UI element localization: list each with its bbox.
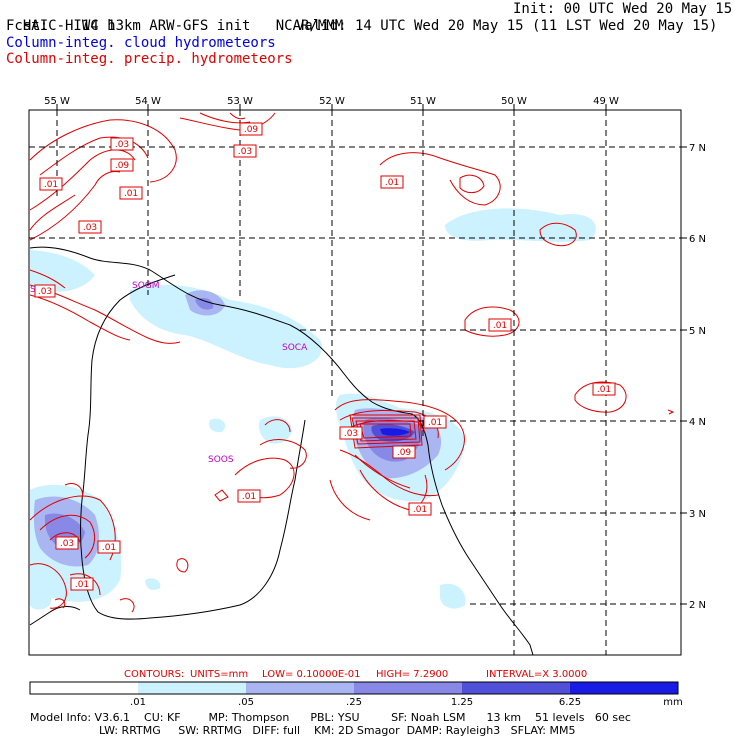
colorbar-tick: .05 — [238, 697, 254, 708]
contour-info-units: UNITS=mm — [190, 669, 248, 680]
field-cloud-label: Column-integ. cloud hydrometeors — [6, 35, 276, 51]
contour-label: .09 — [110, 158, 134, 172]
contour-label: .01 — [423, 415, 447, 429]
svg-text:.01: .01 — [102, 543, 116, 553]
colorbar-segment — [138, 682, 246, 694]
svg-text:.01: .01 — [413, 505, 427, 515]
svg-text:.01: .01 — [124, 189, 138, 199]
contour-label: .09 — [392, 445, 416, 459]
svg-text:.03: .03 — [60, 539, 74, 549]
svg-text:.01: .01 — [597, 385, 611, 395]
contour-label: .03 — [110, 137, 134, 151]
contour-label: .01 — [408, 502, 432, 516]
lat-label: 2 N — [689, 600, 706, 611]
header-init: Init: 00 UTC Wed 20 May 15 — [513, 1, 733, 17]
contour-label: .01 — [119, 186, 143, 200]
svg-text:.01: .01 — [242, 492, 256, 502]
svg-text:.09: .09 — [244, 125, 259, 135]
colorbar-segment — [30, 682, 138, 694]
model-info-line2: LW: RRTMG SW: RRTMG DIFF: full KM: 2D Sm… — [99, 724, 576, 737]
svg-text:.03: .03 — [38, 287, 52, 297]
lon-label: 49 W — [593, 96, 619, 107]
precip-contours — [29, 112, 675, 613]
colorbar-segment — [246, 682, 354, 694]
svg-text:.03: .03 — [83, 223, 97, 233]
station-label: SOCA — [282, 343, 308, 353]
model-info-line1: Model Info: V3.6.1 CU: KF MP: Thompson P… — [30, 711, 631, 724]
contour-label: .01 — [39, 177, 63, 191]
colorbar-segment — [570, 682, 678, 694]
field-precip-label: Column-integ. precip. hydrometeors — [6, 51, 293, 67]
lon-label: 53 W — [227, 96, 253, 107]
contour-label: .01 — [70, 577, 94, 591]
lon-label: 51 W — [410, 96, 436, 107]
lat-label: 4 N — [689, 417, 706, 428]
lat-label: 6 N — [689, 234, 706, 245]
colorbar-unit: mm — [663, 697, 682, 708]
contour-label: .03 — [339, 426, 363, 440]
lat-label: 3 N — [689, 509, 706, 520]
lon-label: 52 W — [319, 96, 345, 107]
colorbar-tick: .25 — [346, 697, 362, 708]
svg-text:.01: .01 — [428, 418, 442, 428]
lon-label: 50 W — [501, 96, 527, 107]
contour-label: .01 — [592, 382, 616, 396]
contour-label: .03 — [55, 536, 79, 550]
contour-label: .01 — [488, 318, 512, 332]
map-frame — [28, 109, 682, 656]
contour-info-contours: CONTOURS: — [124, 669, 184, 680]
station-label: SOGM — [132, 281, 160, 291]
lon-label: 54 W — [135, 96, 161, 107]
svg-text:.09: .09 — [115, 161, 130, 171]
contour-label: .01 — [237, 489, 261, 503]
svg-text:.01: .01 — [75, 580, 89, 590]
lon-label: 55 W — [44, 96, 70, 107]
lat-label: 7 N — [689, 143, 706, 154]
contour-labels: .03 .09 .09 .03 .01 .01 .03 .01 .01 .01 … — [34, 122, 616, 591]
lat-label: 5 N — [689, 326, 706, 337]
svg-text:.03: .03 — [115, 140, 129, 150]
contour-label: .09 — [239, 122, 263, 136]
svg-text:.09: .09 — [397, 448, 412, 458]
header-valid: Valid: 14 UTC Wed 20 May 15 (11 LST Wed … — [296, 18, 718, 34]
colorbar-segment — [462, 682, 570, 694]
colorbar-tick: .01 — [130, 697, 146, 708]
colorbar-segment — [354, 682, 462, 694]
contour-info-interval: INTERVAL=X 3.0000 — [486, 669, 587, 680]
contour-label: .01 — [380, 175, 404, 189]
svg-text:.01: .01 — [44, 180, 58, 190]
svg-text:.01: .01 — [385, 178, 399, 188]
header-title: HAIC-HIWC 13km ARW-GFS init NCAR/MMM — [22, 18, 344, 34]
header-fcst: Fcst: 14 h — [6, 18, 116, 34]
contour-info-high: HIGH= 7.2900 — [376, 669, 448, 680]
colorbar-tick: 1.25 — [451, 697, 473, 708]
svg-text:.03: .03 — [238, 147, 252, 157]
svg-text:.01: .01 — [493, 321, 507, 331]
contour-label: .03 — [233, 144, 257, 158]
colorbar-border — [29, 681, 679, 695]
colorbar — [29, 681, 679, 695]
contour-label: .03 — [78, 220, 102, 234]
svg-text:.03: .03 — [344, 429, 358, 439]
colorbar-tick: 6.25 — [559, 697, 581, 708]
contour-label: .03 — [34, 284, 56, 298]
tick-marks — [56, 104, 687, 605]
contour-label: .01 — [97, 540, 121, 554]
contour-info-low: LOW= 0.10000E-01 — [262, 669, 361, 680]
station-label: SOOS — [208, 455, 234, 465]
